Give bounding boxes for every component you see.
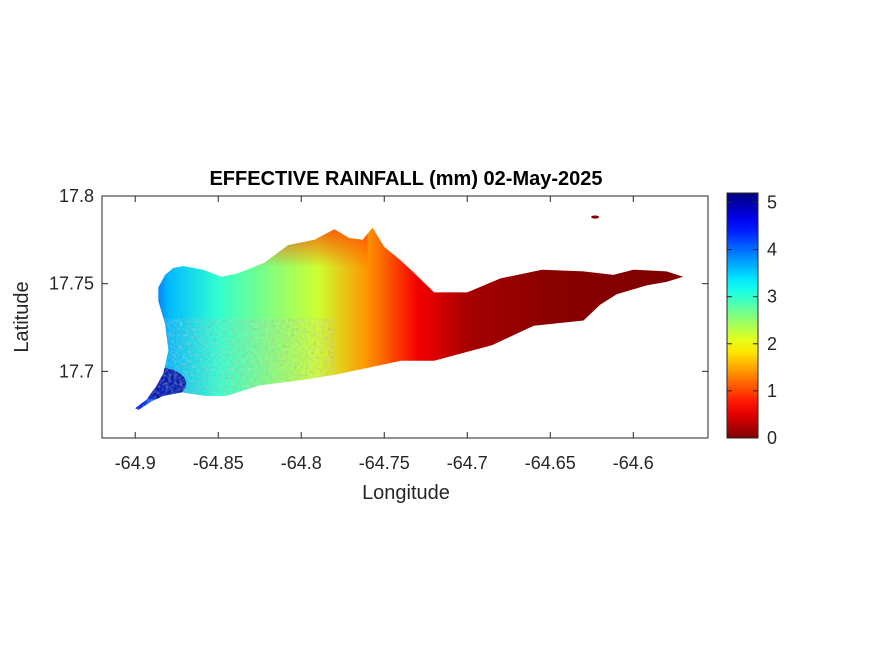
colorbar: 0 1 2 3 4 5 xyxy=(726,192,777,448)
x-tick-label: -64.85 xyxy=(193,453,244,473)
x-tick-label: -64.65 xyxy=(525,453,576,473)
x-axis-ticks: -64.9 -64.85 -64.8 -64.75 -64.7 -64.65 -64.6 xyxy=(115,196,654,473)
y-axis-ticks: 17.7 17.75 17.8 xyxy=(49,186,708,381)
colorbar-tick-label: 1 xyxy=(767,381,777,401)
offshore-islet xyxy=(591,215,600,219)
colorbar-tick-label: 4 xyxy=(767,240,777,260)
rainfall-speckle-texture xyxy=(135,318,335,410)
x-tick-label: -64.8 xyxy=(281,453,322,473)
colorbar-ticks: 0 1 2 3 4 5 xyxy=(727,192,777,448)
x-tick-label: -64.6 xyxy=(613,453,654,473)
island-layer xyxy=(135,215,684,410)
chart-title: EFFECTIVE RAINFALL (mm) 02-May-2025 xyxy=(209,168,602,190)
colorbar-tick-label: 0 xyxy=(767,428,777,448)
colorbar-frame xyxy=(726,192,759,439)
x-tick-label: -64.9 xyxy=(115,453,156,473)
colorbar-tick-label: 5 xyxy=(767,192,777,212)
y-tick-label: 17.8 xyxy=(59,186,94,206)
colorbar-tick-label: 2 xyxy=(767,334,777,354)
y-axis-label: Latitude xyxy=(11,281,33,352)
x-tick-label: -64.75 xyxy=(359,453,410,473)
x-tick-label: -64.7 xyxy=(447,453,488,473)
colorbar-fill xyxy=(727,193,758,438)
y-tick-label: 17.75 xyxy=(49,274,94,294)
x-axis-label: Longitude xyxy=(362,482,450,504)
map-plot-area xyxy=(135,215,684,410)
colorbar-tick-label: 3 xyxy=(767,287,777,307)
axes-box xyxy=(101,195,709,439)
y-tick-label: 17.7 xyxy=(59,361,94,381)
